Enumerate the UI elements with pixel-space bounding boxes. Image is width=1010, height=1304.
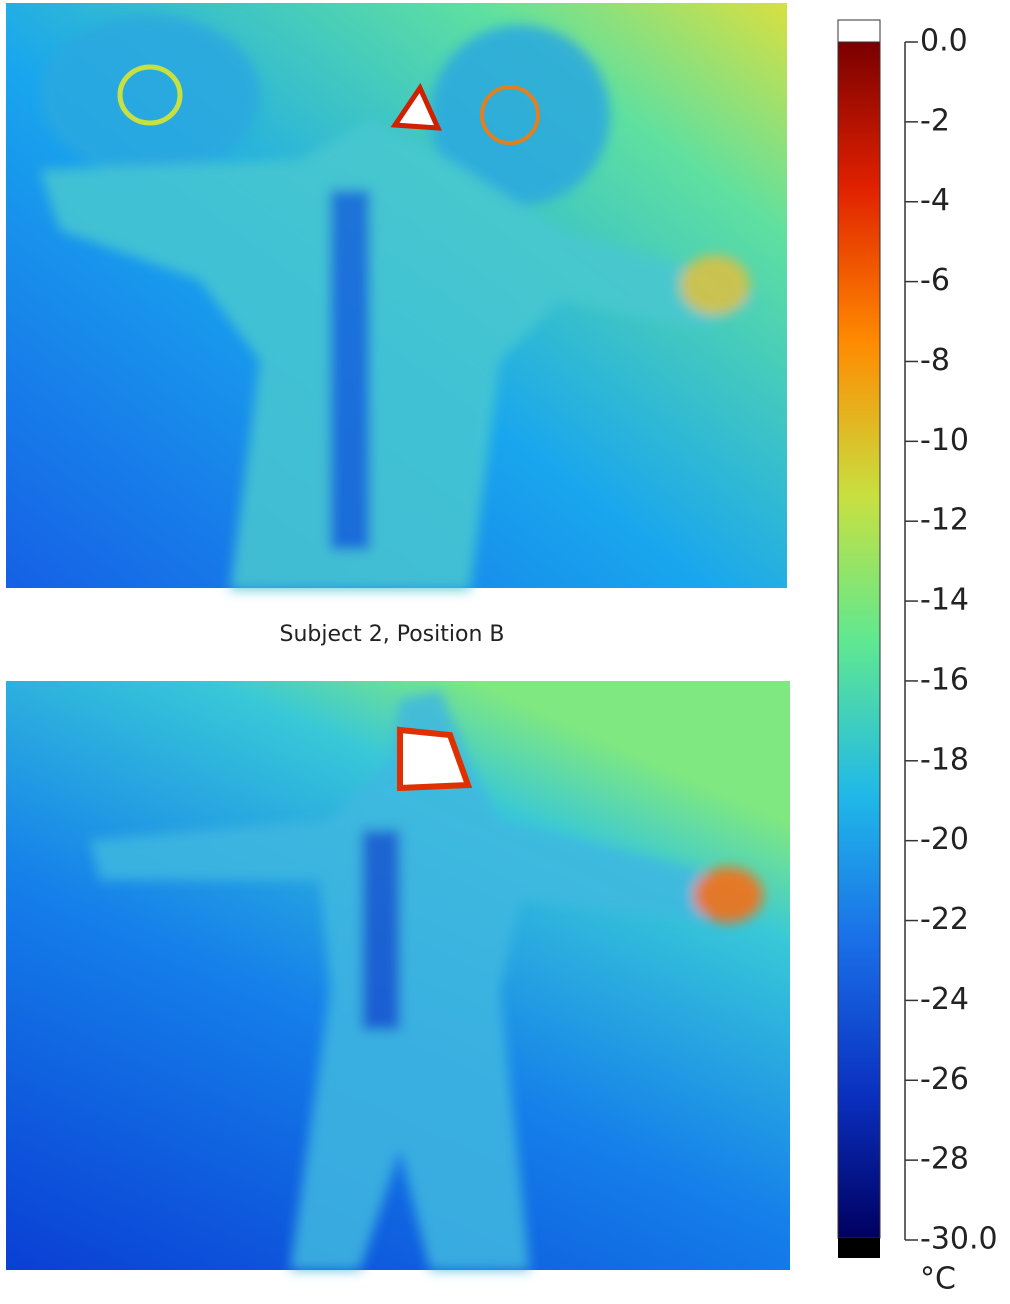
tick-label: 0.0 (920, 24, 968, 59)
tick-label: -2 (920, 103, 950, 138)
tick-label: -12 (920, 503, 969, 538)
thermal-image-top (6, 3, 787, 590)
thermal-image-bottom (6, 681, 790, 1270)
tick-label: -6 (920, 263, 950, 298)
tick-label: -28 (920, 1142, 969, 1177)
tick-label: -30.0 (920, 1222, 998, 1257)
tick-label: -14 (920, 583, 969, 618)
unit-label: °C (920, 1262, 956, 1297)
caption: Subject 2, Position B (280, 622, 505, 647)
colorbar (837, 19, 906, 1258)
tick-label: -26 (920, 1062, 969, 1097)
tick-label: -20 (920, 822, 969, 857)
tick-label: -22 (920, 902, 969, 937)
tick-label: -18 (920, 742, 969, 777)
tick-label: -10 (920, 423, 969, 458)
tick-label: -8 (920, 343, 950, 378)
tick-label: -16 (920, 662, 969, 697)
tick-label: -4 (920, 183, 950, 218)
tick-label: -24 (920, 982, 969, 1017)
